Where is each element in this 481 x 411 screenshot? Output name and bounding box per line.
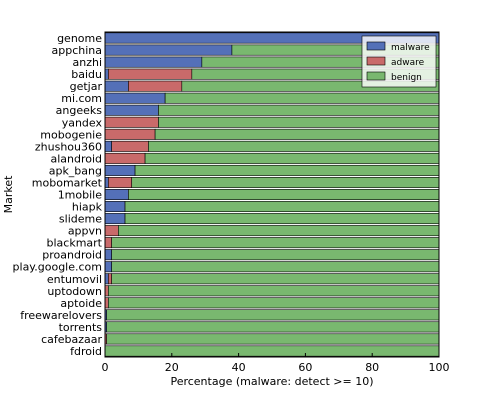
bar-benign-torrents	[106, 321, 440, 333]
category-label: anzhi	[72, 56, 102, 69]
bar-benign-mi-com	[164, 92, 440, 104]
bar-adware-appvn	[104, 225, 119, 237]
category-label: mobomarket	[32, 176, 103, 189]
bar-benign-mobogenie	[154, 128, 440, 140]
category-label: mi.com	[61, 92, 102, 105]
category-label: baidu	[71, 68, 102, 81]
category-label: entumovil	[47, 273, 102, 286]
bar-adware-aptoide	[104, 297, 109, 309]
bar-benign-entumovil	[111, 273, 440, 285]
category-label: appchina	[52, 44, 103, 57]
bar-benign-alandroid	[144, 152, 440, 164]
y-axis-label: Market	[2, 175, 15, 213]
x-tick-label: 80	[365, 361, 379, 374]
bar-benign-freewarelovers	[106, 309, 440, 321]
category-label: mobogenie	[40, 128, 102, 141]
bar-benign-fdroid	[104, 345, 440, 357]
bar-adware-entumovil	[108, 273, 112, 285]
bar-benign-hiapk	[124, 201, 440, 213]
bar-malware-play-google-com	[104, 261, 112, 273]
category-label: fdroid	[70, 345, 102, 358]
category-label: hiapk	[72, 201, 103, 214]
bar-benign-zhushou360	[148, 140, 440, 152]
bar-benign-slideme	[124, 213, 440, 225]
bar-benign-apk-bang	[134, 164, 440, 176]
bar-malware-baidu	[104, 68, 109, 80]
x-axis-label: Percentage (malware: detect >= 10)	[170, 375, 373, 388]
category-label: genome	[57, 32, 102, 45]
x-axis-ticks: 0 20 40 60 80 100	[102, 353, 450, 374]
category-label: freewarelovers	[20, 309, 102, 322]
bar-adware-blackmart	[104, 237, 112, 249]
bar-benign-blackmart	[111, 237, 440, 249]
category-label: torrents	[59, 321, 103, 334]
bar-benign-angeeks	[158, 104, 440, 116]
category-label: uptodown	[47, 285, 102, 298]
category-label: angeeks	[56, 104, 103, 117]
bar-malware-entumovil	[104, 273, 109, 285]
bar-benign-yandex	[158, 116, 440, 128]
bar-benign-uptodown	[108, 285, 440, 297]
legend-label-benign: benign	[391, 73, 422, 83]
category-label: play.google.com	[13, 261, 102, 274]
category-label: zhushou360	[35, 140, 102, 153]
bar-malware-angeeks	[104, 104, 159, 116]
plot-frame	[104, 31, 440, 358]
bar-malware-apk-bang	[104, 164, 136, 176]
bar-benign-mobomarket	[131, 176, 440, 188]
category-label: appvn	[68, 225, 102, 238]
category-label: 1mobile	[58, 189, 103, 202]
category-label: cafebazaar	[41, 333, 102, 346]
bar-benign-proandroid	[111, 249, 440, 261]
category-label: getjar	[70, 80, 103, 93]
bar-benign-1mobile	[128, 189, 440, 200]
bar-adware-alandroid	[104, 152, 146, 164]
bar-malware-appchina	[104, 44, 233, 56]
bar-adware-mobogenie	[104, 128, 156, 140]
bar-malware-1mobile	[104, 189, 129, 200]
bar-benign-cafebazaar	[106, 333, 440, 345]
bar-adware-baidu	[108, 68, 193, 80]
bar-malware-anzhi	[104, 56, 203, 68]
bar-adware-uptodown	[104, 285, 109, 297]
x-tick-label: 20	[165, 361, 179, 374]
category-label: yandex	[62, 116, 103, 129]
category-label: proandroid	[42, 249, 102, 262]
legend: malware adware benign	[361, 35, 437, 88]
bar-adware-getjar	[128, 80, 183, 92]
x-tick-label: 60	[298, 361, 312, 374]
category-label: apk_bang	[49, 164, 102, 177]
category-label: alandroid	[50, 152, 102, 165]
category-label: blackmart	[47, 237, 103, 250]
legend-swatch-malware	[366, 41, 386, 51]
category-labels: genomeappchinaanzhibaidugetjarmi.comange…	[13, 32, 103, 358]
category-label: slideme	[59, 213, 102, 226]
category-label: aptoide	[60, 297, 102, 310]
legend-swatch-adware	[366, 56, 386, 66]
bar-benign-play-google-com	[111, 261, 440, 273]
legend-label-malware: malware	[391, 43, 430, 53]
bar-malware-getjar	[104, 80, 129, 92]
bar-malware-slideme	[104, 213, 126, 225]
legend-swatch-benign	[366, 71, 386, 81]
x-tick-label: 0	[102, 361, 109, 374]
x-tick-label: 40	[232, 361, 246, 374]
bar-malware-proandroid	[104, 249, 112, 261]
x-tick-label: 100	[429, 361, 450, 374]
bar-adware-zhushou360	[111, 140, 149, 152]
bar-malware-mobomarket	[104, 176, 109, 188]
bar-malware-hiapk	[104, 201, 126, 213]
bar-benign-aptoide	[108, 297, 440, 309]
bar-adware-yandex	[104, 116, 159, 128]
legend-label-adware: adware	[391, 58, 425, 68]
bar-benign-appvn	[118, 225, 440, 237]
bar-malware-zhushou360	[104, 140, 112, 152]
bar-malware-mi-com	[104, 92, 166, 104]
bars-layer	[104, 32, 440, 357]
bar-adware-mobomarket	[108, 176, 133, 188]
